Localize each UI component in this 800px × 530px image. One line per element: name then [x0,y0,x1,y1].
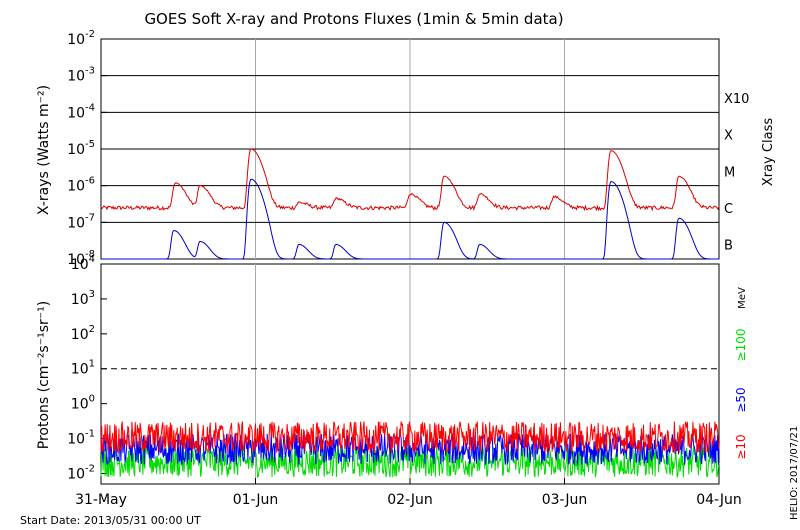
xray-ytick-label: 10-6 [67,176,95,195]
x-tick-label: 03-Jun [542,492,588,508]
proton-ytick-label: 100 [71,394,95,413]
x-tick-label: 02-Jun [387,492,433,508]
xray-class-label: C [724,202,733,217]
xray-ytick-label: 10-7 [67,212,95,231]
energy-unit-label: MeV [737,287,748,309]
proton-ytick-label: 10-1 [67,429,95,448]
xray-ytick-label: 10-8 [67,249,95,268]
xray-ytick-label: 10-4 [67,102,95,121]
xray-class-label: B [724,239,733,254]
proton-ytick-label: 102 [71,324,95,343]
xray-short-series [101,178,719,260]
start-date-label: Start Date: 2013/05/31 00:00 UT [20,514,201,527]
chart-title: GOES Soft X-ray and Protons Fluxes (1min… [144,10,563,28]
proton-legend-label: ≥100 [734,329,748,362]
xray-long-series [100,148,720,212]
proton-series-1 [100,432,720,467]
proton-series-0 [100,421,720,455]
xray-class-label: X [724,129,733,144]
proton-legend-label: ≥10 [734,434,748,459]
xray-class-axis-label: Xray Class [761,118,776,186]
x-tick-label: 04-Jun [696,492,742,508]
xray-ytick-label: 10-3 [67,66,95,85]
x-tick-label: 31-May [75,492,127,508]
proton-ytick-label: 104 [71,254,95,273]
proton-legend-label: ≥50 [734,387,748,412]
xray-class-label: M [724,165,735,180]
xray-class-label: X10 [724,92,749,107]
xray-ylabel: X-rays (Watts m⁻²) [36,85,52,215]
proton-ylabel: Protons (cm⁻²s⁻¹sr⁻¹) [36,301,52,450]
xray-ytick-label: 10-2 [67,29,95,48]
proton-panel: 104 103 102 101 100 10-1 10-2 Protons (cm⁻²s⁻¹s… [36,254,748,508]
proton-ytick-label: 10-2 [67,463,95,482]
x-tick-label: 01-Jun [233,492,279,508]
credit-label: HELIO: 2017/07/21 [789,426,800,520]
proton-ytick-label: 101 [71,359,95,378]
xray-panel: 10-2 10-3 10-4 10-5 10-6 10-7 10-8 X10 X M C B Xray … [36,29,776,268]
proton-ytick-label: 103 [71,289,95,308]
xray-ytick-label: 10-5 [67,139,95,158]
